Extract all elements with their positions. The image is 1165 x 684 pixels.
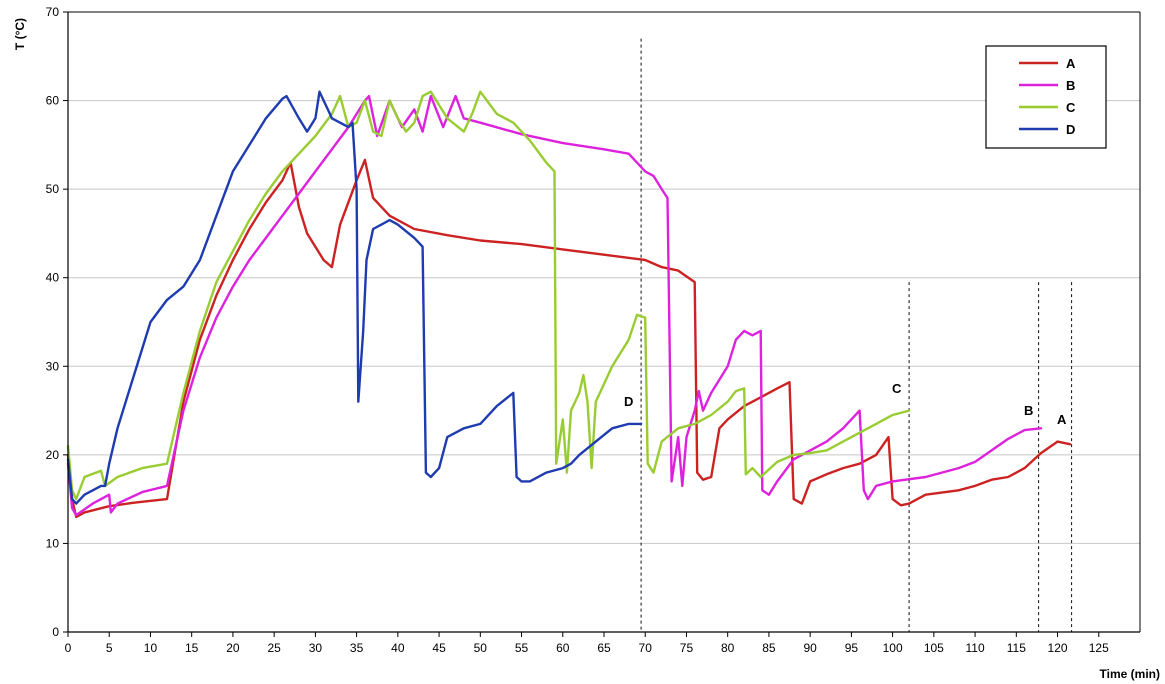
legend-box <box>985 45 1107 149</box>
axes <box>63 11 1141 637</box>
x-tick-label-25: 25 <box>267 641 281 655</box>
y-tick-label-30: 30 <box>46 359 60 373</box>
y-tick-label-0: 0 <box>52 625 59 639</box>
x-tick-label-115: 115 <box>1007 641 1026 655</box>
y-tick-label-10: 10 <box>46 536 60 550</box>
x-tick-label-30: 30 <box>309 641 323 655</box>
y-axis-label: T (°C) <box>13 18 27 50</box>
x-tick-label-10: 10 <box>144 641 158 655</box>
y-tick-label-70: 70 <box>46 5 60 19</box>
y-tick-labels: 0 10 20 30 40 50 60 70 <box>46 5 60 639</box>
y-tick-label-60: 60 <box>46 94 60 108</box>
x-tick-label-125: 125 <box>1089 641 1109 655</box>
y-tick-label-50: 50 <box>46 182 60 196</box>
x-tick-label-80: 80 <box>721 641 735 655</box>
x-tick-label-55: 55 <box>515 641 529 655</box>
series-end-labels: D C B A <box>624 381 1067 427</box>
x-tick-label-45: 45 <box>432 641 446 655</box>
end-label-D: D <box>624 394 633 409</box>
x-tick-label-40: 40 <box>391 641 405 655</box>
x-tick-label-5: 5 <box>106 641 113 655</box>
x-tick-label-105: 105 <box>924 641 944 655</box>
series-line-C <box>66 90 911 501</box>
x-tick-label-50: 50 <box>474 641 488 655</box>
x-tick-label-110: 110 <box>966 641 985 655</box>
x-tick-label-75: 75 <box>680 641 694 655</box>
x-axis-label: Time (min) <box>1100 667 1160 681</box>
y-tick-label-20: 20 <box>46 448 60 462</box>
gridlines <box>68 100 1140 544</box>
end-label-C: C <box>892 381 902 396</box>
series-line-B <box>66 94 1043 517</box>
end-label-B: B <box>1024 403 1033 418</box>
legend-label-C: C <box>1066 100 1076 115</box>
x-tick-label-60: 60 <box>556 641 570 655</box>
legend-label-D: D <box>1066 122 1075 137</box>
end-label-A: A <box>1057 412 1067 427</box>
x-tick-label-15: 15 <box>185 641 199 655</box>
x-tick-label-65: 65 <box>597 641 611 655</box>
x-tick-label-95: 95 <box>845 641 859 655</box>
x-tick-label-85: 85 <box>762 641 776 655</box>
x-tick-label-120: 120 <box>1048 641 1068 655</box>
x-tick-label-35: 35 <box>350 641 364 655</box>
series-line-D <box>66 90 643 505</box>
y-tick-label-40: 40 <box>46 271 60 285</box>
x-tick-labels: 0 5 10 15 20 25 30 35 40 45 50 55 60 65 70 75 80 85 90 95 10… <box>65 641 1109 655</box>
vertical-marker-lines <box>640 38 1073 632</box>
legend-label-A: A <box>1066 56 1076 71</box>
x-tick-label-90: 90 <box>803 641 817 655</box>
series-layer <box>66 90 1072 519</box>
x-tick-label-100: 100 <box>883 641 903 655</box>
x-tick-label-20: 20 <box>226 641 240 655</box>
x-tick-label-0: 0 <box>65 641 72 655</box>
x-tick-label-70: 70 <box>639 641 653 655</box>
legend-label-B: B <box>1066 78 1075 93</box>
series-line-A <box>66 158 1072 519</box>
